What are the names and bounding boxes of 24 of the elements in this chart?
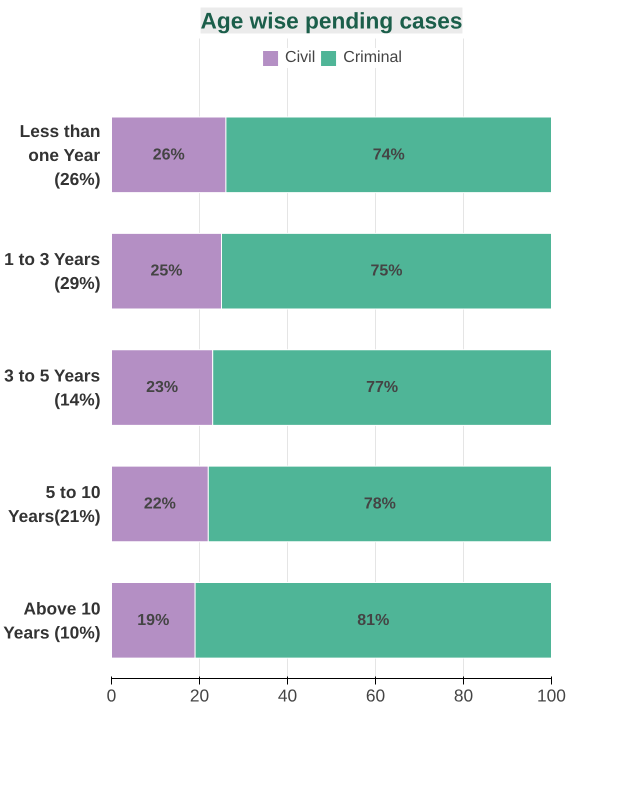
data-label: 19% (137, 612, 170, 629)
x-tick-label: 0 (106, 686, 116, 706)
data-label: 81% (357, 612, 390, 629)
y-tick-label: 1 to 3 Years (29%) (4, 249, 101, 294)
data-label: 77% (366, 379, 398, 396)
x-tick-label: 60 (366, 686, 386, 706)
chart-title: Age wise pending cases (200, 8, 462, 34)
y-tick-label: 5 to 10 Years(21%) (8, 482, 101, 526)
data-label: 78% (364, 495, 396, 512)
legend-label: Civil (285, 49, 316, 67)
x-tick-label: 100 (537, 686, 566, 706)
x-tick-label: 40 (278, 686, 298, 706)
y-tick-label: Above 10 Years (10%) (3, 598, 101, 642)
y-tick-label: 3 to 5 Years (14%) (4, 366, 101, 410)
data-label: 75% (370, 262, 403, 280)
data-label: 26% (152, 146, 185, 164)
data-label: 22% (144, 495, 176, 512)
y-tick-label: Less than one Year (26%) (20, 120, 101, 189)
data-label: 23% (146, 379, 178, 396)
data-label: 25% (150, 262, 183, 280)
x-tick-label: 20 (190, 686, 210, 706)
legend-label: Criminal (343, 49, 402, 67)
data-label: 74% (372, 146, 405, 164)
x-tick-label: 80 (454, 686, 474, 706)
